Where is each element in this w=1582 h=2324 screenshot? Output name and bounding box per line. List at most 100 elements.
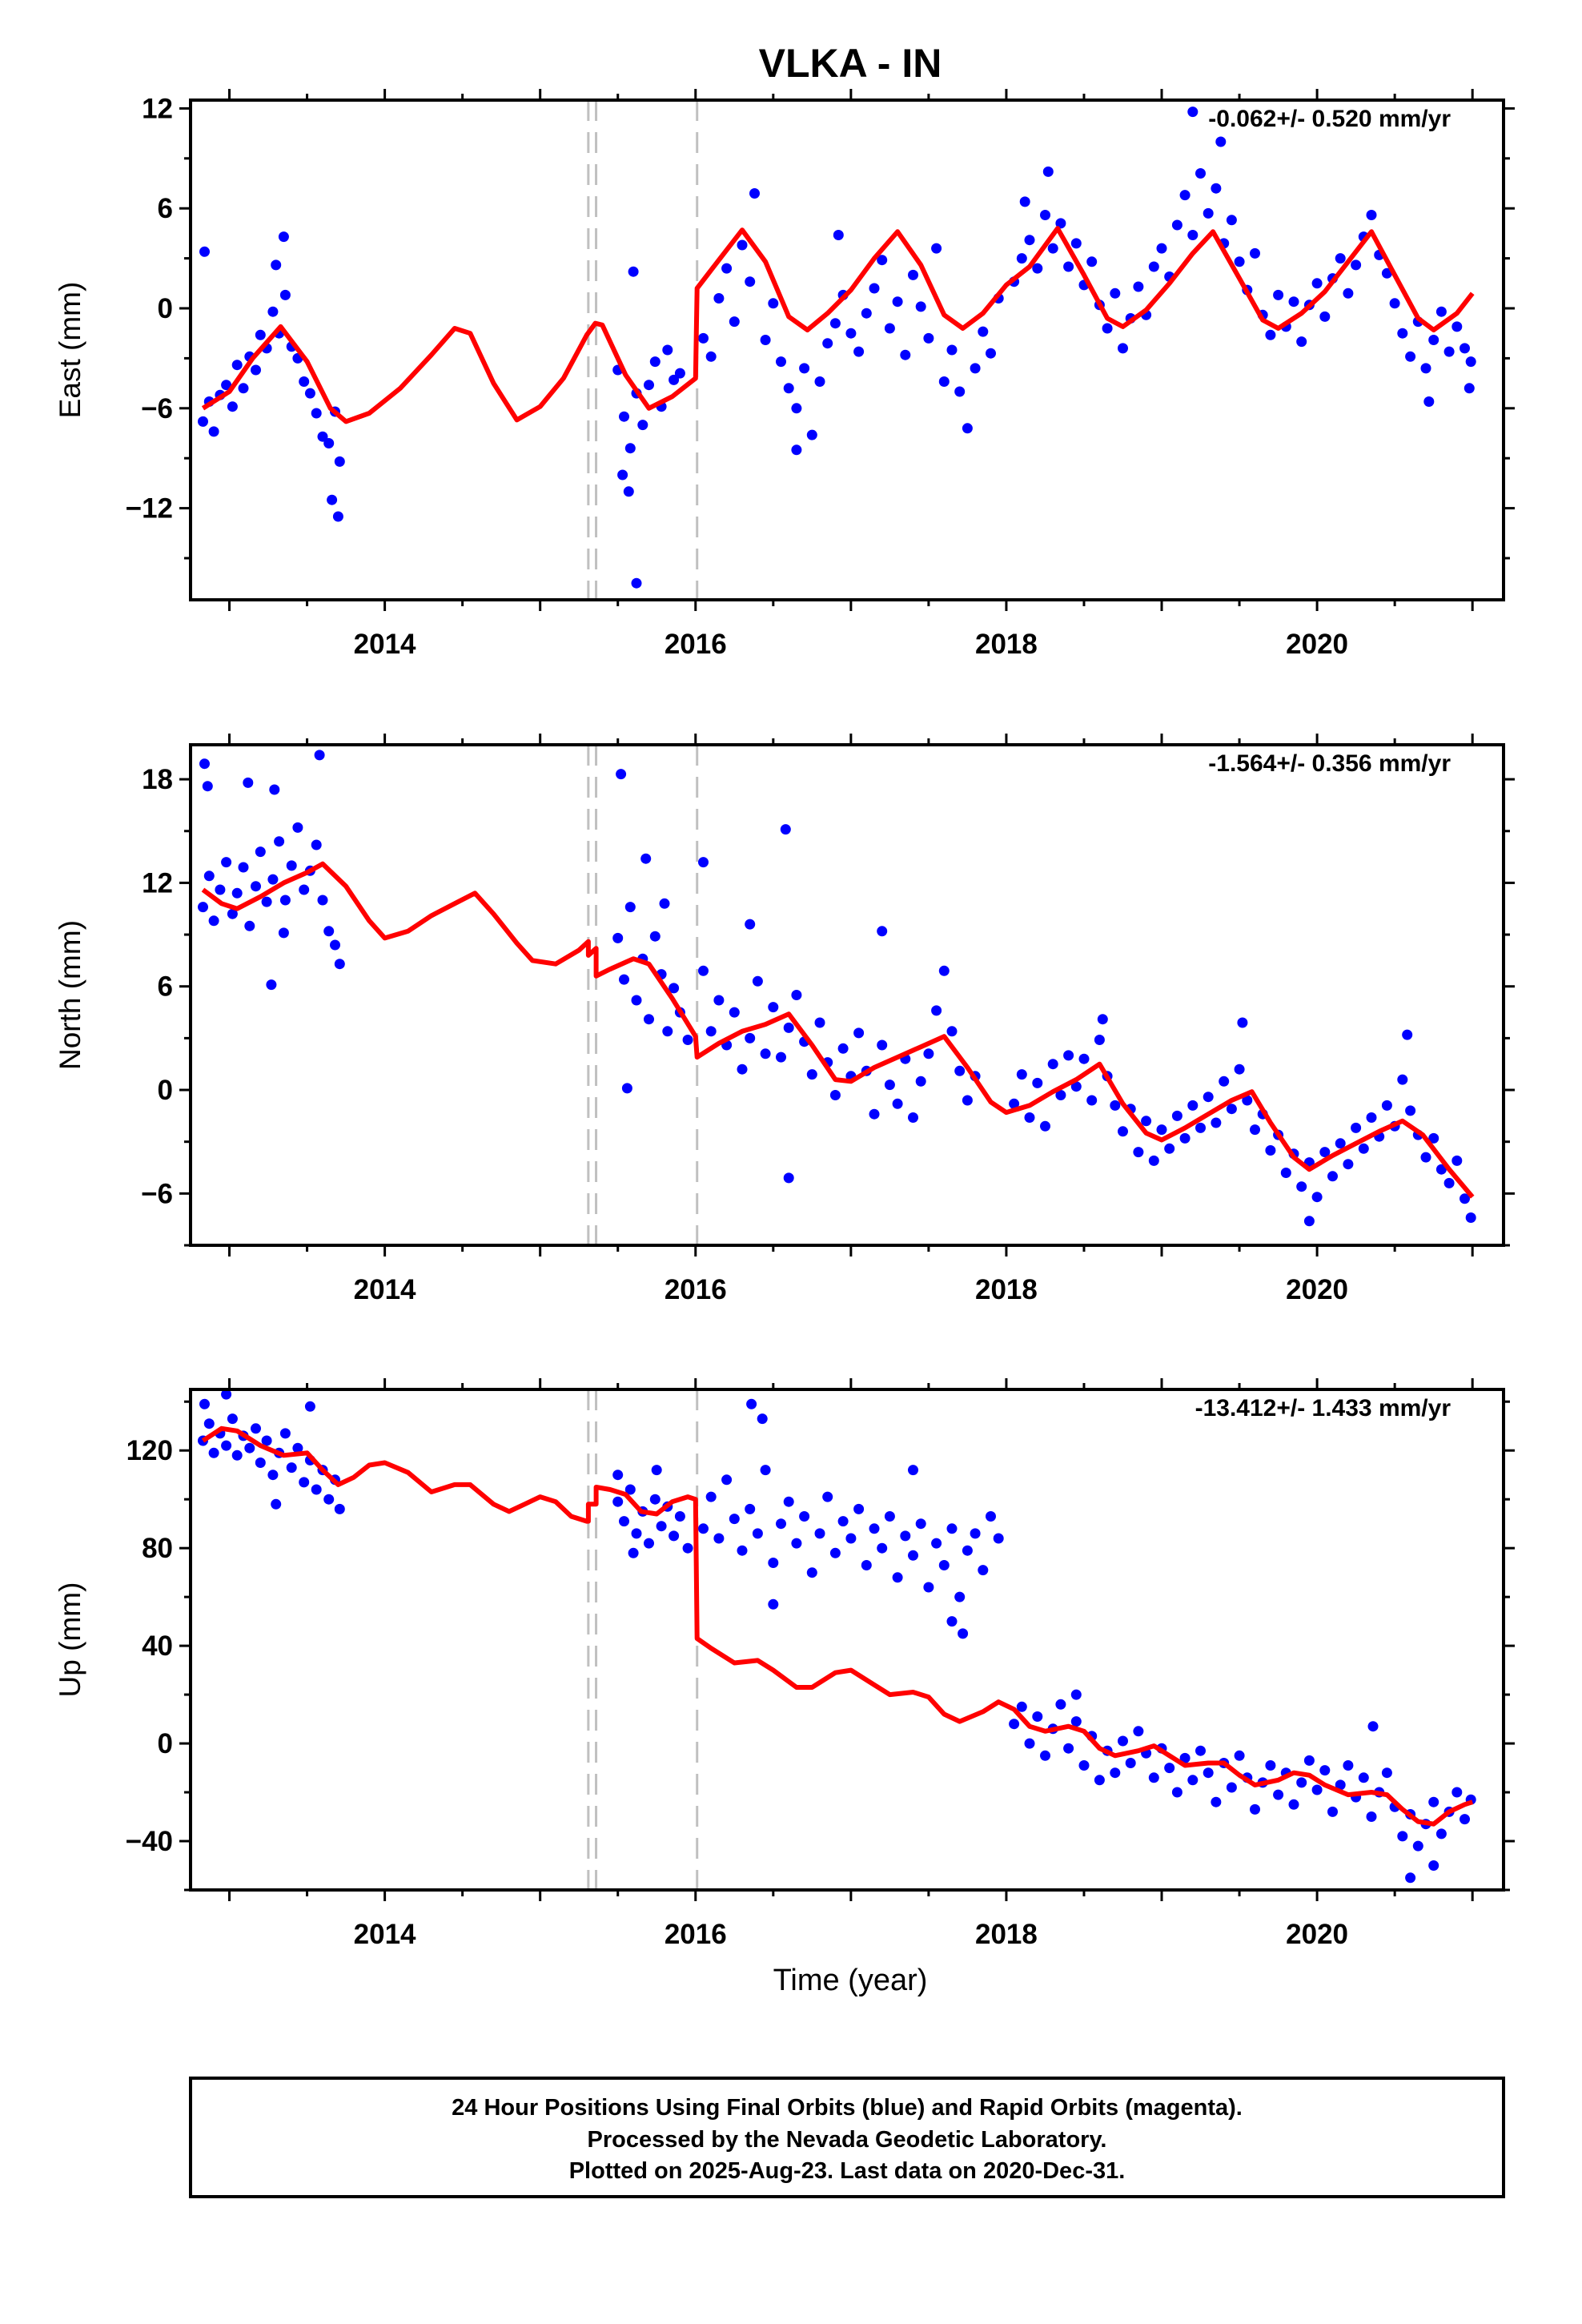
north-data-point — [1234, 1063, 1245, 1075]
east-data-point — [737, 239, 748, 251]
up-data-point — [649, 1494, 661, 1505]
east-data-point — [327, 494, 338, 505]
north-data-point — [1358, 1143, 1369, 1154]
up-data-point — [279, 1428, 291, 1439]
up-data-point — [853, 1503, 865, 1514]
north-x-tick-label: 2018 — [975, 1274, 1038, 1305]
east-data-point — [1203, 207, 1214, 219]
up-data-point — [1040, 1750, 1050, 1761]
east-data-point — [833, 230, 844, 240]
north-data-point — [931, 1005, 942, 1016]
north-data-point — [915, 1076, 926, 1087]
east-data-point — [970, 363, 981, 374]
east-data-point — [1423, 396, 1435, 407]
up-data-point — [1070, 1689, 1082, 1700]
north-data-point — [780, 824, 791, 835]
north-data-point — [877, 1039, 888, 1051]
north-data-point — [1311, 1192, 1323, 1203]
north-data-point — [1351, 1122, 1362, 1133]
up-y-tick-label: 80 — [142, 1533, 173, 1564]
east-data-point — [631, 577, 642, 589]
up-data-point — [931, 1538, 942, 1549]
north-data-point — [1237, 1017, 1248, 1028]
east-data-point — [637, 420, 648, 431]
north-data-point — [314, 750, 325, 761]
north-data-point — [1148, 1155, 1159, 1166]
east-data-point — [1265, 329, 1276, 340]
up-data-point — [255, 1458, 266, 1468]
north-data-point — [1055, 1090, 1066, 1100]
east-data-point — [1102, 323, 1113, 334]
north-velocity-label: -1.564+/- 0.356 mm/yr — [1208, 750, 1451, 777]
east-data-point — [334, 456, 345, 467]
north-data-point — [203, 870, 215, 882]
east-data-point — [227, 401, 238, 412]
up-x-tick-label: 2020 — [1286, 1919, 1348, 1950]
north-data-point — [1171, 1110, 1182, 1121]
up-data-point — [768, 1598, 779, 1610]
east-data-point — [1405, 351, 1416, 362]
east-x-tick-label: 2016 — [665, 629, 727, 660]
north-data-point — [776, 1051, 786, 1063]
up-data-point — [829, 1547, 841, 1558]
up-data-point — [729, 1514, 740, 1525]
east-data-point — [931, 243, 942, 254]
up-data-point — [674, 1511, 685, 1522]
north-data-point — [330, 939, 340, 951]
up-data-point — [244, 1442, 255, 1454]
east-data-point — [1032, 263, 1043, 274]
east-data-point — [662, 344, 673, 356]
east-data-point — [822, 338, 833, 349]
north-data-point — [837, 1043, 849, 1054]
north-data-point — [768, 1002, 779, 1013]
east-data-point — [783, 383, 794, 394]
up-y-tick-label: −40 — [126, 1826, 173, 1857]
east-data-point — [869, 283, 880, 294]
east-x-tick-label: 2020 — [1286, 629, 1348, 660]
north-data-point — [682, 1035, 693, 1045]
up-frame — [189, 1388, 1505, 1892]
east-data-point — [1443, 346, 1455, 357]
north-data-point — [829, 1090, 841, 1100]
up-data-point — [1070, 1716, 1082, 1727]
up-data-point — [869, 1523, 880, 1534]
east-data-point — [978, 326, 989, 337]
north-data-point — [199, 758, 210, 770]
east-data-point — [884, 323, 895, 334]
east-data-point — [1226, 215, 1237, 226]
north-data-point — [1219, 1076, 1230, 1087]
up-data-point — [208, 1447, 219, 1458]
east-y-tick-label: −6 — [141, 393, 173, 424]
up-data-point — [908, 1550, 918, 1561]
up-data-point — [612, 1470, 624, 1481]
up-x-tick-label: 2016 — [665, 1919, 727, 1950]
east-data-point — [1397, 328, 1408, 339]
north-data-point — [231, 887, 243, 899]
north-data-point — [1070, 1081, 1082, 1092]
up-data-point — [1009, 1719, 1020, 1730]
up-data-point — [1055, 1699, 1066, 1710]
north-data-point — [1094, 1035, 1105, 1045]
east-data-point — [1133, 281, 1144, 292]
east-data-point — [1211, 183, 1222, 194]
up-data-point — [1187, 1775, 1199, 1786]
up-data-point — [251, 1423, 261, 1434]
up-data-point — [271, 1498, 282, 1510]
east-data-point — [938, 376, 950, 387]
up-data-point — [261, 1435, 272, 1446]
east-data-point — [1148, 261, 1159, 272]
up-x-tick-label: 2018 — [975, 1919, 1038, 1950]
east-data-point — [791, 444, 802, 456]
north-data-point — [745, 1032, 756, 1043]
north-data-point — [1366, 1112, 1377, 1123]
north-data-point — [215, 884, 226, 895]
east-velocity-label: -0.062+/- 0.520 mm/yr — [1208, 106, 1451, 132]
north-data-point — [1335, 1138, 1346, 1149]
up-data-point — [1460, 1814, 1470, 1825]
east-data-point — [251, 364, 261, 376]
north-data-point — [1156, 1124, 1167, 1136]
up-data-point — [1273, 1789, 1284, 1800]
east-data-point — [923, 332, 934, 344]
footer-line-2: Processed by the Nevada Geodetic Laborat… — [588, 2127, 1107, 2153]
